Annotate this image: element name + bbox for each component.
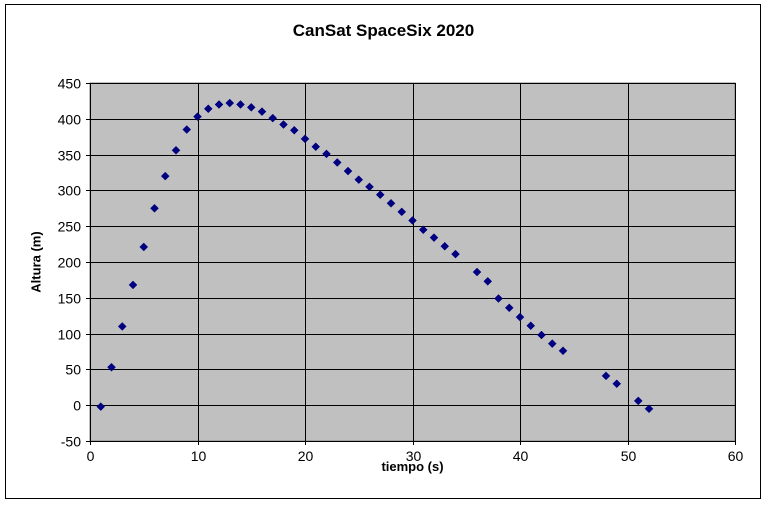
data-point [408,216,417,225]
data-point [547,339,557,348]
data-point [375,190,385,200]
y-tick-label: 50 [65,362,81,378]
data-point [483,276,493,286]
data-point [386,198,396,208]
x-tick-label: 40 [513,448,529,464]
x-tick-label: 60 [728,448,744,464]
y-tick-label: 250 [58,219,82,235]
data-point [418,225,428,235]
data-point [311,142,321,152]
data-point [504,303,514,313]
y-tick-label: 350 [58,148,82,164]
data-point [150,203,159,213]
y-tick-label: 100 [58,327,82,343]
data-point [558,346,568,356]
data-point [225,98,235,108]
data-point [203,104,213,114]
data-point [268,113,278,123]
data-point [182,125,192,134]
data-point [472,267,482,277]
data-point [289,125,299,135]
data-point [354,175,364,185]
data-point [343,166,353,176]
data-point [257,107,267,116]
data-point [537,330,546,340]
data-point [429,233,439,243]
data-point [322,149,331,159]
data-point [96,402,106,411]
data-point [397,207,407,217]
y-tick-label: -50 [61,434,81,450]
data-point [160,171,170,181]
x-tick-label: 50 [621,448,637,464]
data-point [451,249,460,259]
x-tick-label: 0 [87,448,95,464]
y-tick-label: 450 [58,76,82,92]
data-point [236,100,245,109]
data-point [494,294,503,303]
data-point [171,145,181,155]
data-point [279,120,288,129]
x-tick-label: 20 [298,448,314,464]
x-tick-label: 30 [406,448,422,464]
data-point [246,102,256,112]
data-point [633,396,643,406]
data-point [601,371,611,381]
x-tick-label: 10 [191,448,207,464]
data-point [128,280,138,290]
data-point [526,321,536,331]
data-point [300,134,310,144]
chart-title: CanSat SpaceSix 2020 [292,21,475,40]
data-point [612,379,622,389]
data-point [644,404,654,414]
y-tick-label: 0 [73,398,81,414]
y-tick-label: 300 [58,183,82,199]
y-tick-label: 400 [58,112,82,128]
data-point [139,242,149,252]
data-point [117,322,127,331]
data-point [214,100,224,109]
data-point [107,362,116,372]
x-axis-label: tiempo (s) [381,459,444,474]
data-point [440,241,450,251]
y-tick-label: 200 [58,255,82,271]
data-point [332,158,342,167]
data-point [365,182,374,192]
data-point [193,112,202,122]
y-tick-label: 150 [58,291,82,307]
data-point [515,312,525,322]
